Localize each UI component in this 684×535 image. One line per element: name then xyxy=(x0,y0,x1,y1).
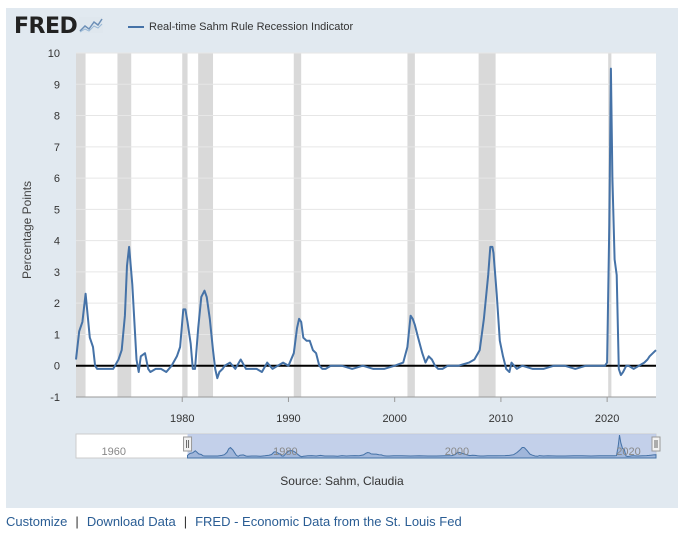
legend-swatch xyxy=(128,26,144,29)
x-tick-label: 1980 xyxy=(170,413,194,425)
series-line xyxy=(75,67,657,380)
fred-logo[interactable]: FRED xyxy=(14,14,104,40)
y-tick-label: 5 xyxy=(54,204,60,216)
navigator-tick-label: 1960 xyxy=(101,446,125,458)
y-axis-label: Percentage Points xyxy=(20,180,34,280)
y-tick-label: 0 xyxy=(54,361,60,373)
y-tick-label: 8 xyxy=(54,111,60,123)
y-tick-label: 1 xyxy=(54,329,60,341)
plot-area xyxy=(76,53,656,397)
line-graph-icon xyxy=(79,17,104,33)
footer-links: Customize | Download Data | FRED - Economic … xyxy=(6,514,462,529)
recession-shading xyxy=(407,53,415,397)
y-tick-label: 10 xyxy=(48,48,60,60)
recession-shading xyxy=(293,53,302,397)
legend-label: Real-time Sahm Rule Recession Indicator xyxy=(149,21,354,33)
separator: | xyxy=(75,514,79,529)
y-tick-label: -1 xyxy=(50,392,60,404)
y-tick-label: 4 xyxy=(54,236,60,248)
navigator-tick-label: 2020 xyxy=(616,446,640,458)
x-tick-label: 2000 xyxy=(382,413,406,425)
recession-shading xyxy=(198,53,214,397)
x-tick-label: 1990 xyxy=(276,413,300,425)
recession-shading xyxy=(76,53,86,397)
navigator-selection xyxy=(187,434,657,458)
y-tick-label: 2 xyxy=(54,298,60,310)
y-tick-label: 6 xyxy=(54,173,60,185)
navigator-tick-label: 1980 xyxy=(273,446,297,458)
recession-shading xyxy=(478,53,496,397)
navigator-handle[interactable] xyxy=(183,436,193,452)
source-note: Source: Sahm, Claudia xyxy=(280,474,404,488)
legend[interactable]: Real-time Sahm Rule Recession Indicator xyxy=(128,20,353,34)
navigator-series xyxy=(187,435,657,459)
separator: | xyxy=(183,514,188,529)
y-tick-label: 9 xyxy=(54,79,60,91)
y-tick-label: 7 xyxy=(54,142,60,154)
navigator-handle[interactable] xyxy=(651,436,661,452)
recession-shading xyxy=(182,53,188,397)
y-tick-label: 3 xyxy=(54,267,60,279)
x-tick-label: 2020 xyxy=(595,413,619,425)
x-tick-label: 2010 xyxy=(489,413,513,425)
customize-link[interactable]: Customize xyxy=(6,514,68,529)
recession-shading xyxy=(117,53,132,397)
fred-home-link[interactable]: FRED - Economic Data from the St. Louis … xyxy=(195,514,462,529)
fred-logo-text: FRED xyxy=(14,14,78,39)
navigator-tick-label: 2000 xyxy=(445,446,469,458)
download-data-link[interactable]: Download Data xyxy=(86,514,176,529)
